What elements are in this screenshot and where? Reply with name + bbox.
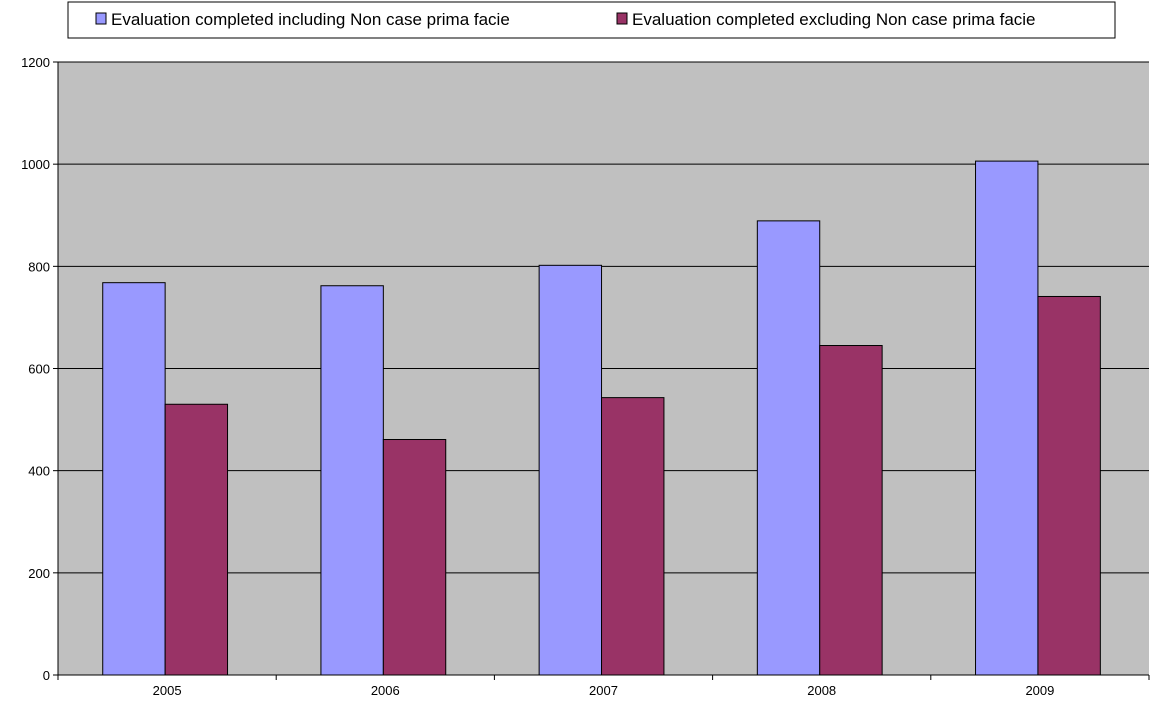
bar-2009-series-1	[1037, 295, 1101, 676]
bars	[102, 160, 1101, 676]
y-tick-label-200: 200	[28, 566, 50, 581]
bar-2006-series-0	[320, 285, 384, 676]
legend-label-0: Evaluation completed including Non case …	[111, 10, 510, 29]
y-tick-label-600: 600	[28, 362, 50, 377]
y-axis-ticks: 0 200 400 600 800 1000 1200	[21, 55, 58, 683]
bar-2008-series-0	[756, 220, 821, 676]
bar-2008-series-1	[819, 345, 883, 676]
y-tick-label-0: 0	[43, 668, 50, 683]
bar-2007-series-0	[538, 264, 603, 676]
y-tick-label-1000: 1000	[21, 157, 50, 172]
bar-2007-series-1	[601, 397, 665, 676]
legend: Evaluation completed including Non case …	[67, 1, 1116, 39]
bar-2006-series-1	[382, 439, 447, 676]
x-axis-ticks: 2005 2006 2007 2008 2009	[57, 675, 1150, 698]
legend-item-1: Evaluation completed excluding Non case …	[616, 10, 1036, 29]
bar-2009-series-0	[975, 160, 1039, 676]
legend-swatch-0	[95, 12, 107, 25]
y-tick-label-800: 800	[28, 259, 50, 274]
x-tick-label-2005: 2005	[153, 683, 182, 698]
bar-2005-series-1	[164, 403, 229, 676]
x-tick-label-2009: 2009	[1025, 683, 1054, 698]
x-tick-label-2006: 2006	[371, 683, 400, 698]
bar-2005-series-0	[102, 282, 166, 676]
legend-item-0: Evaluation completed including Non case …	[95, 10, 510, 29]
legend-swatch-1	[616, 12, 628, 25]
x-tick-label-2008: 2008	[807, 683, 836, 698]
legend-label-1: Evaluation completed excluding Non case …	[632, 10, 1036, 29]
y-tick-label-1200: 1200	[21, 55, 50, 70]
x-tick-label-2007: 2007	[589, 683, 618, 698]
y-tick-label-400: 400	[28, 464, 50, 479]
